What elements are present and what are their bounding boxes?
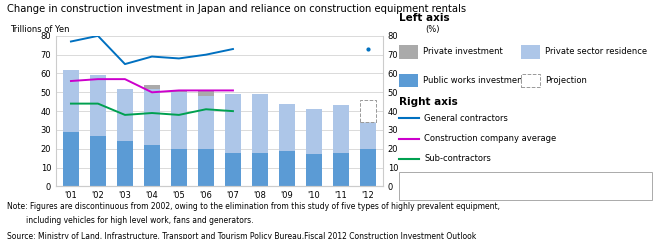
Bar [360, 149, 376, 186]
Bar [144, 145, 160, 186]
Bar [333, 105, 349, 152]
Bar [117, 141, 133, 186]
Bar [252, 152, 268, 186]
Bar [144, 85, 160, 89]
Text: Ministry of Land, Infrastructure, Transport and Tourism
/Ministry of Economy, Tr: Ministry of Land, Infrastructure, Transp… [407, 174, 616, 194]
Text: Trillions of Yen: Trillions of Yen [11, 25, 70, 34]
Bar [198, 96, 214, 149]
Bar [252, 94, 268, 152]
Text: Source: Ministry of Land, Infrastructure, Transport and Tourism Policy Bureau,Fi: Source: Ministry of Land, Infrastructure… [7, 232, 476, 239]
Bar [225, 152, 241, 186]
Bar [198, 149, 214, 186]
Text: Private investment: Private investment [423, 48, 503, 56]
Text: Change in construction investment in Japan and reliance on construction equipmen: Change in construction investment in Jap… [7, 4, 466, 14]
Text: Public works investment: Public works investment [423, 76, 526, 85]
Bar [306, 109, 322, 154]
Bar [279, 151, 295, 186]
Text: Left axis: Left axis [399, 13, 450, 23]
Text: Projection: Projection [545, 76, 587, 85]
Bar [360, 122, 376, 149]
Text: Note: Figures are discontinuous from 2002, owing to the elimination from this st: Note: Figures are discontinuous from 200… [7, 202, 500, 211]
Text: Private sector residence: Private sector residence [545, 48, 647, 56]
Bar [63, 132, 79, 186]
Bar [333, 152, 349, 186]
Text: General contractors: General contractors [424, 114, 508, 123]
Text: Construction company average: Construction company average [424, 134, 556, 143]
Bar [63, 70, 79, 132]
Bar [144, 89, 160, 145]
Text: Sub-contractors: Sub-contractors [424, 154, 491, 163]
Bar [279, 104, 295, 151]
Bar [198, 90, 214, 96]
Text: including vehicles for high level work, fans and generators.: including vehicles for high level work, … [7, 216, 253, 225]
Bar [360, 100, 376, 122]
Bar [225, 94, 241, 152]
Bar [117, 89, 133, 141]
Bar [90, 136, 106, 186]
Bar [90, 75, 106, 136]
Bar [171, 149, 187, 186]
Text: (%): (%) [425, 25, 440, 34]
Text: Right axis: Right axis [399, 97, 458, 107]
Bar [171, 90, 187, 92]
Bar [306, 154, 322, 186]
Bar [171, 92, 187, 149]
